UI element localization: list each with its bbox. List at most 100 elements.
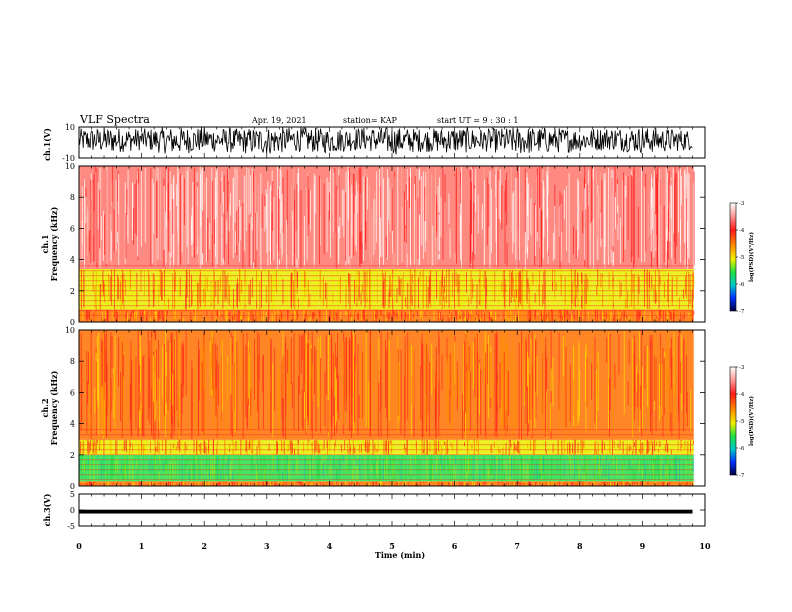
ch1-spectrogram-streak bbox=[282, 279, 284, 305]
ch1-spectrogram-streak bbox=[524, 168, 526, 233]
ch2-spectrogram-streak bbox=[632, 458, 634, 465]
ch2-spectrogram-streak bbox=[311, 364, 313, 401]
ch1-spectrogram-streak bbox=[475, 168, 477, 213]
ch1-spectrogram-streak bbox=[413, 313, 414, 318]
ch2-spectrogram-streak bbox=[687, 441, 689, 455]
ch2-spectrogram-streak bbox=[568, 481, 570, 486]
ch2-spectrogram-streak bbox=[671, 450, 672, 454]
ch2-spectrogram-streak bbox=[598, 462, 599, 480]
ch2-spectrogram-streak bbox=[194, 356, 195, 428]
ch2-spectrogram-streak bbox=[668, 465, 670, 478]
ch2-spectrogram-streak bbox=[351, 481, 353, 486]
ch2-spectrogram-streak bbox=[380, 439, 382, 453]
ch2-spectrogram-streak bbox=[540, 366, 541, 421]
ch2-spectrogram-streak bbox=[342, 455, 344, 462]
ch2-spectrogram-streak bbox=[693, 440, 694, 445]
ch1-spectrogram-streak bbox=[360, 309, 362, 321]
ch1-spectrogram-streak bbox=[215, 177, 216, 257]
ch2-spectrogram-streak bbox=[211, 463, 213, 474]
ch1-spectrogram-streak bbox=[657, 184, 658, 269]
ch1-spectrogram-streak bbox=[192, 182, 194, 244]
ch2-spectrogram-streak bbox=[94, 446, 96, 455]
ch2-spectrogram-streak bbox=[268, 443, 270, 451]
ch2-spectrogram-streak bbox=[514, 456, 516, 481]
ch1-spectrogram-streak bbox=[656, 316, 657, 319]
ch2-spectrogram-streak bbox=[571, 482, 573, 485]
ch2-spectrogram-streak bbox=[523, 440, 525, 454]
ch1-spectrogram-streak bbox=[646, 288, 647, 309]
ch1-spectrogram-streak bbox=[630, 175, 632, 263]
ch2-spectrogram-streak bbox=[569, 364, 571, 422]
ch2-spectrogram-streak bbox=[367, 482, 369, 484]
ch1-spectrogram-streak bbox=[298, 316, 300, 320]
ch2-spectrogram-streak bbox=[534, 333, 536, 428]
ch1-spectrogram-streak bbox=[246, 309, 248, 319]
ch2-spectrogram-streak bbox=[528, 481, 529, 485]
ch2-spectrogram-streak bbox=[690, 440, 691, 453]
ch1-spectrogram-streak bbox=[666, 311, 668, 322]
ch1-spectrogram-streak bbox=[402, 279, 403, 295]
ch1-spectrogram-streak bbox=[127, 271, 129, 285]
ch1-spectrogram-streak bbox=[406, 182, 408, 268]
ch2-spectrogram-streak bbox=[454, 341, 456, 384]
ch2-spectrogram-streak bbox=[165, 330, 166, 438]
ch1-spectrogram-streak bbox=[156, 181, 158, 238]
ch2-spectrogram-streak bbox=[277, 443, 278, 454]
ch1-spectrogram-streak bbox=[143, 310, 145, 316]
ch1-spectrogram-streak bbox=[477, 194, 479, 234]
ch2-spectrogram-streak bbox=[581, 439, 583, 455]
ch1-spectrogram-streak bbox=[548, 195, 549, 256]
ch2-spectrogram-streak bbox=[660, 333, 661, 406]
ch1-spectrogram-streak bbox=[272, 181, 274, 231]
ch2-spectrogram-streak bbox=[594, 442, 596, 455]
ch1-spectrogram-streak bbox=[679, 297, 681, 309]
ch2-spectrogram-streak bbox=[563, 481, 565, 483]
ch2-spectrogram-streak bbox=[680, 361, 682, 394]
ch2-spectrogram-streak bbox=[496, 331, 498, 438]
ch1-spectrogram-streak bbox=[137, 168, 139, 260]
ch2-spectrogram-streak bbox=[526, 462, 528, 480]
ch1-spectrogram-band bbox=[79, 268, 694, 310]
ch2-spectrogram-streak bbox=[334, 442, 336, 454]
ch2-spectrogram-streak bbox=[450, 481, 452, 486]
ch1-spectrogram-streak bbox=[340, 312, 341, 318]
ch1-spectrogram-streak bbox=[587, 278, 589, 290]
ch1-spectrogram-streak bbox=[479, 269, 481, 306]
ch2-spectrogram-streak bbox=[536, 465, 537, 480]
ch2-spectrogram-streak bbox=[503, 351, 505, 429]
ch2-spectrogram-streak bbox=[618, 334, 620, 375]
time-tick-label: 7 bbox=[514, 541, 520, 551]
ch1-spectrogram-streak bbox=[582, 314, 584, 319]
ch1-spectrogram-streak bbox=[205, 275, 206, 292]
ch1-spectrogram-streak bbox=[617, 205, 619, 240]
ch2-spectrogram-streak bbox=[535, 340, 536, 392]
ch1-spectrogram-streak bbox=[100, 216, 102, 240]
ch2-spectrogram-streak bbox=[476, 443, 477, 448]
ch2-spectrogram-streak bbox=[173, 440, 175, 446]
ch2-spectrogram-streak bbox=[221, 333, 223, 439]
ch2-spectrogram-streak bbox=[216, 444, 218, 454]
ch1-spectrogram-streak bbox=[655, 269, 656, 305]
ch2-spectrogram-streak bbox=[582, 455, 584, 481]
ch2-spectrogram-streak bbox=[175, 458, 177, 477]
ch1-spectrogram-streak bbox=[111, 202, 113, 260]
colorbar-ch1-tick-label: -4 bbox=[739, 228, 745, 234]
ch2-spectrogram-streak bbox=[91, 455, 93, 477]
ch1-spectrogram-streak bbox=[303, 309, 305, 319]
ch2-spectrogram-streak bbox=[107, 481, 109, 486]
ch2-spectrogram-streak bbox=[276, 482, 278, 486]
ch2-spectrogram-streak bbox=[507, 345, 509, 410]
ch2-spectrogram-streak bbox=[94, 483, 96, 486]
ch1-spectrogram-streak bbox=[422, 171, 424, 259]
ch2-spectrogram-streak bbox=[583, 481, 585, 485]
ch2-spectrogram-streak bbox=[552, 481, 554, 485]
ch1-spectrogram-streak bbox=[132, 182, 133, 229]
ch1-spectrogram-streak bbox=[628, 317, 630, 321]
ch1-spectrogram-streak bbox=[230, 193, 231, 216]
ch1-spectrogram-streak bbox=[583, 313, 585, 317]
ch1-spectrogram-streak bbox=[304, 287, 306, 299]
ch1-spectrogram-streak bbox=[680, 166, 681, 263]
ch2-spectrogram-streak bbox=[254, 339, 255, 400]
ch1-spectrogram-streak bbox=[82, 311, 84, 320]
